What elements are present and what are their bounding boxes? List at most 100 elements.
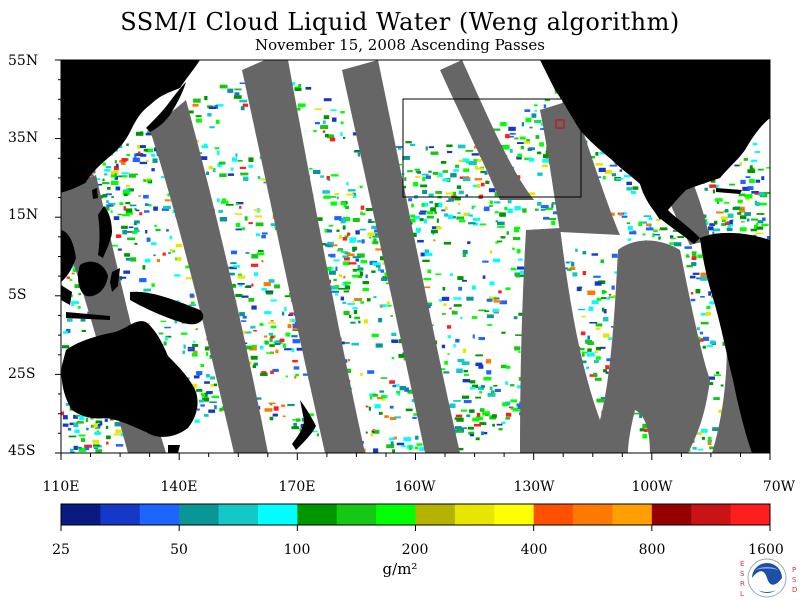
cloud-cell [235, 223, 241, 228]
cloud-cell [655, 219, 661, 222]
land-central-america [640, 184, 700, 244]
cloud-cell [151, 168, 155, 172]
cloud-cell [162, 252, 166, 256]
cloud-cell [582, 251, 587, 255]
cloud-cell [346, 368, 352, 374]
cloud-cell [649, 224, 652, 229]
cloud-cell [525, 117, 532, 123]
cloud-cell [126, 231, 133, 233]
cloud-cell [333, 278, 337, 281]
cloud-cell [328, 224, 334, 227]
cloud-cell [750, 159, 758, 162]
cloud-cell [367, 298, 371, 302]
cloud-cell [299, 428, 302, 432]
cloud-cell [587, 335, 590, 340]
cloud-cell [291, 426, 300, 430]
colorbar-segment-7 [297, 504, 338, 525]
cloud-cell [499, 300, 507, 305]
cloud-cell [193, 375, 200, 379]
cloud-cell [284, 306, 287, 311]
lon-label-110e: 110E [42, 479, 80, 495]
cloud-cell [69, 278, 73, 281]
cloud-cell [372, 240, 379, 245]
cloud-cell [626, 181, 632, 186]
cloud-cell [219, 84, 228, 89]
lon-label-140e: 140E [160, 479, 198, 495]
cloud-cell [716, 200, 719, 204]
cloud-cell [565, 267, 569, 270]
cloud-cell [436, 175, 439, 179]
cloud-cell [352, 300, 355, 303]
cloud-cell [122, 175, 128, 178]
cloud-cell [505, 365, 511, 369]
cloud-cell [379, 390, 385, 393]
cloud-cell [453, 344, 456, 348]
cloud-cell [340, 296, 344, 301]
logo-letter-d: D [792, 586, 798, 594]
cloud-cell [348, 262, 357, 265]
cloud-cell [384, 415, 389, 418]
cloud-cell [367, 232, 376, 237]
cloud-cell [479, 422, 487, 425]
cloud-cell [594, 360, 599, 364]
cloud-cell [713, 397, 720, 400]
cloud-cell [485, 414, 489, 417]
cloud-cell [239, 82, 246, 84]
map-subtitle: November 15, 2008 Ascending Passes [255, 36, 545, 54]
cloud-cell [358, 275, 363, 278]
cloud-cell [365, 274, 368, 279]
cloud-cell [751, 218, 759, 221]
cloud-cell [528, 147, 535, 150]
cloud-cell [349, 237, 357, 241]
cloud-cell [168, 252, 171, 254]
colorbar-label-200: 200 [401, 542, 429, 558]
cloud-cell [343, 275, 346, 279]
cloud-cell [516, 156, 522, 160]
cloud-cell [626, 222, 631, 225]
cloud-cell [425, 175, 431, 179]
cloud-cell [502, 421, 506, 425]
cloud-cell [712, 189, 716, 194]
cloud-cell [369, 395, 373, 400]
cloud-cell [132, 157, 140, 163]
cloud-cell [407, 389, 415, 394]
cloud-cell [508, 126, 516, 131]
cloud-cell [323, 195, 331, 199]
cloud-cell [459, 220, 466, 223]
cloud-cell [284, 295, 293, 298]
cloud-cell [230, 167, 234, 171]
cloud-cell [107, 202, 116, 206]
cloud-cell [289, 312, 297, 315]
cloud-cell [626, 187, 632, 191]
cloud-cell [328, 241, 334, 245]
cloud-cell [416, 230, 420, 233]
cloud-cell [81, 329, 86, 332]
cloud-cell [447, 325, 452, 329]
cloud-cell [227, 272, 235, 276]
cloud-cell [164, 326, 171, 329]
cloud-cell [242, 103, 248, 107]
cloud-cell [378, 267, 381, 272]
cloud-cell [270, 223, 278, 227]
cloud-cell [176, 257, 182, 261]
cloud-cell [322, 130, 326, 133]
cloud-cell [65, 403, 69, 406]
cloud-cell [118, 276, 127, 279]
cloud-cell [289, 318, 296, 323]
cloud-cell [242, 315, 247, 319]
cloud-cell [551, 202, 559, 205]
cloud-cell [632, 412, 641, 415]
cloud-cell [691, 251, 697, 254]
cloud-cell [598, 280, 606, 285]
cloud-cell [313, 169, 321, 174]
colorbar-segment-6 [257, 504, 298, 525]
cloud-cell [248, 222, 253, 225]
cloud-cell [485, 180, 490, 184]
cloud-cell [514, 206, 521, 211]
cloud-cell [539, 142, 544, 147]
cloud-cell [697, 448, 704, 451]
cloud-cell [134, 207, 137, 211]
cloud-cell [105, 425, 109, 429]
colorbar-segment-5 [218, 504, 259, 525]
cloud-cell [424, 249, 429, 254]
